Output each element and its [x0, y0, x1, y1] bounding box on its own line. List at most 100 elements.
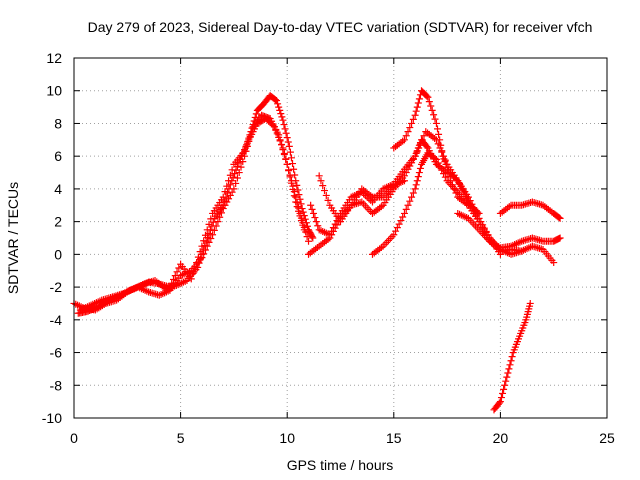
data-point [173, 268, 181, 276]
data-point [302, 228, 310, 236]
x-tick-label: 25 [599, 430, 615, 446]
data-point [309, 234, 317, 242]
data-point [408, 119, 416, 127]
series-track-5 [305, 128, 504, 258]
data-point [499, 389, 507, 397]
data-marks [70, 87, 564, 414]
data-point [194, 263, 202, 271]
data-point [411, 152, 419, 160]
data-point [322, 191, 330, 199]
data-point [507, 357, 515, 365]
data-point [409, 115, 417, 123]
data-point [283, 134, 291, 142]
data-point [413, 103, 421, 111]
data-point [290, 188, 298, 196]
data-point [269, 121, 277, 129]
y-tick-label: 6 [54, 148, 62, 164]
data-point [169, 275, 177, 283]
data-point [436, 163, 444, 171]
data-point [209, 218, 217, 226]
data-point [282, 155, 290, 163]
data-point [299, 208, 307, 216]
data-point [317, 177, 325, 185]
data-point [412, 107, 420, 115]
data-point [408, 193, 416, 201]
data-point [273, 130, 281, 138]
data-point [503, 373, 511, 381]
data-point [198, 250, 206, 258]
y-tick-label: -8 [50, 377, 63, 393]
data-point [311, 214, 319, 222]
data-point [414, 99, 422, 107]
data-point [271, 96, 279, 104]
data-point [226, 181, 234, 189]
data-point [297, 200, 305, 208]
x-tick-label: 20 [493, 430, 509, 446]
data-point [414, 173, 422, 181]
data-point [274, 100, 282, 108]
data-point [287, 154, 295, 162]
data-point [495, 399, 503, 407]
data-point [400, 209, 408, 217]
data-point [305, 237, 313, 245]
data-point [195, 259, 203, 267]
data-point [307, 201, 315, 209]
data-point [400, 136, 408, 144]
data-point [400, 177, 408, 185]
data-point [506, 361, 514, 369]
data-point [314, 222, 322, 230]
data-point [289, 182, 297, 190]
data-point [202, 237, 210, 245]
data-point [278, 140, 286, 148]
data-point [526, 299, 534, 307]
data-point [222, 193, 230, 201]
data-point [275, 133, 283, 141]
data-point [321, 187, 329, 195]
data-point [556, 234, 564, 242]
data-point [423, 143, 431, 151]
data-point [289, 160, 297, 168]
data-point [295, 204, 303, 212]
data-point [283, 160, 291, 168]
data-point [293, 199, 301, 207]
data-point [436, 136, 444, 144]
series-track-3 [76, 115, 313, 314]
x-axis-label: GPS time / hours [287, 457, 394, 473]
data-point [315, 172, 323, 180]
y-tick-label: 4 [54, 181, 62, 197]
y-tick-label: 8 [54, 115, 62, 131]
y-tick-label: 0 [54, 246, 62, 262]
data-point [282, 129, 290, 137]
data-point [241, 146, 249, 154]
data-point [418, 136, 426, 144]
data-point [555, 214, 563, 222]
data-point [300, 223, 308, 231]
chart-title: Day 279 of 2023, Sidereal Day-to-day VTE… [88, 19, 593, 35]
y-tick-label: 2 [54, 214, 62, 230]
data-point [404, 201, 412, 209]
series-track-10 [496, 198, 564, 222]
data-point [279, 116, 287, 124]
data-point [497, 394, 505, 402]
data-point [280, 149, 288, 157]
data-point [308, 205, 316, 213]
data-point [434, 125, 442, 133]
data-point [496, 398, 504, 406]
data-point [500, 385, 508, 393]
y-tick-label: -10 [42, 410, 62, 426]
data-point [296, 209, 304, 217]
data-point [270, 123, 278, 131]
axis-ticks: 0 5 10 15 20 25 -10 -8 -6 -4 -2 0 2 4 6 8 10 12 [42, 50, 615, 446]
series-track-1 [70, 92, 317, 314]
series-track-11 [490, 299, 534, 414]
data-point [324, 196, 332, 204]
x-tick-label: 15 [386, 430, 402, 446]
data-point [550, 259, 558, 267]
data-point [409, 155, 417, 163]
data-point [252, 110, 260, 118]
data-point [236, 155, 244, 163]
data-point [293, 181, 301, 189]
data-point [281, 125, 289, 133]
y-tick-label: -2 [50, 279, 63, 295]
